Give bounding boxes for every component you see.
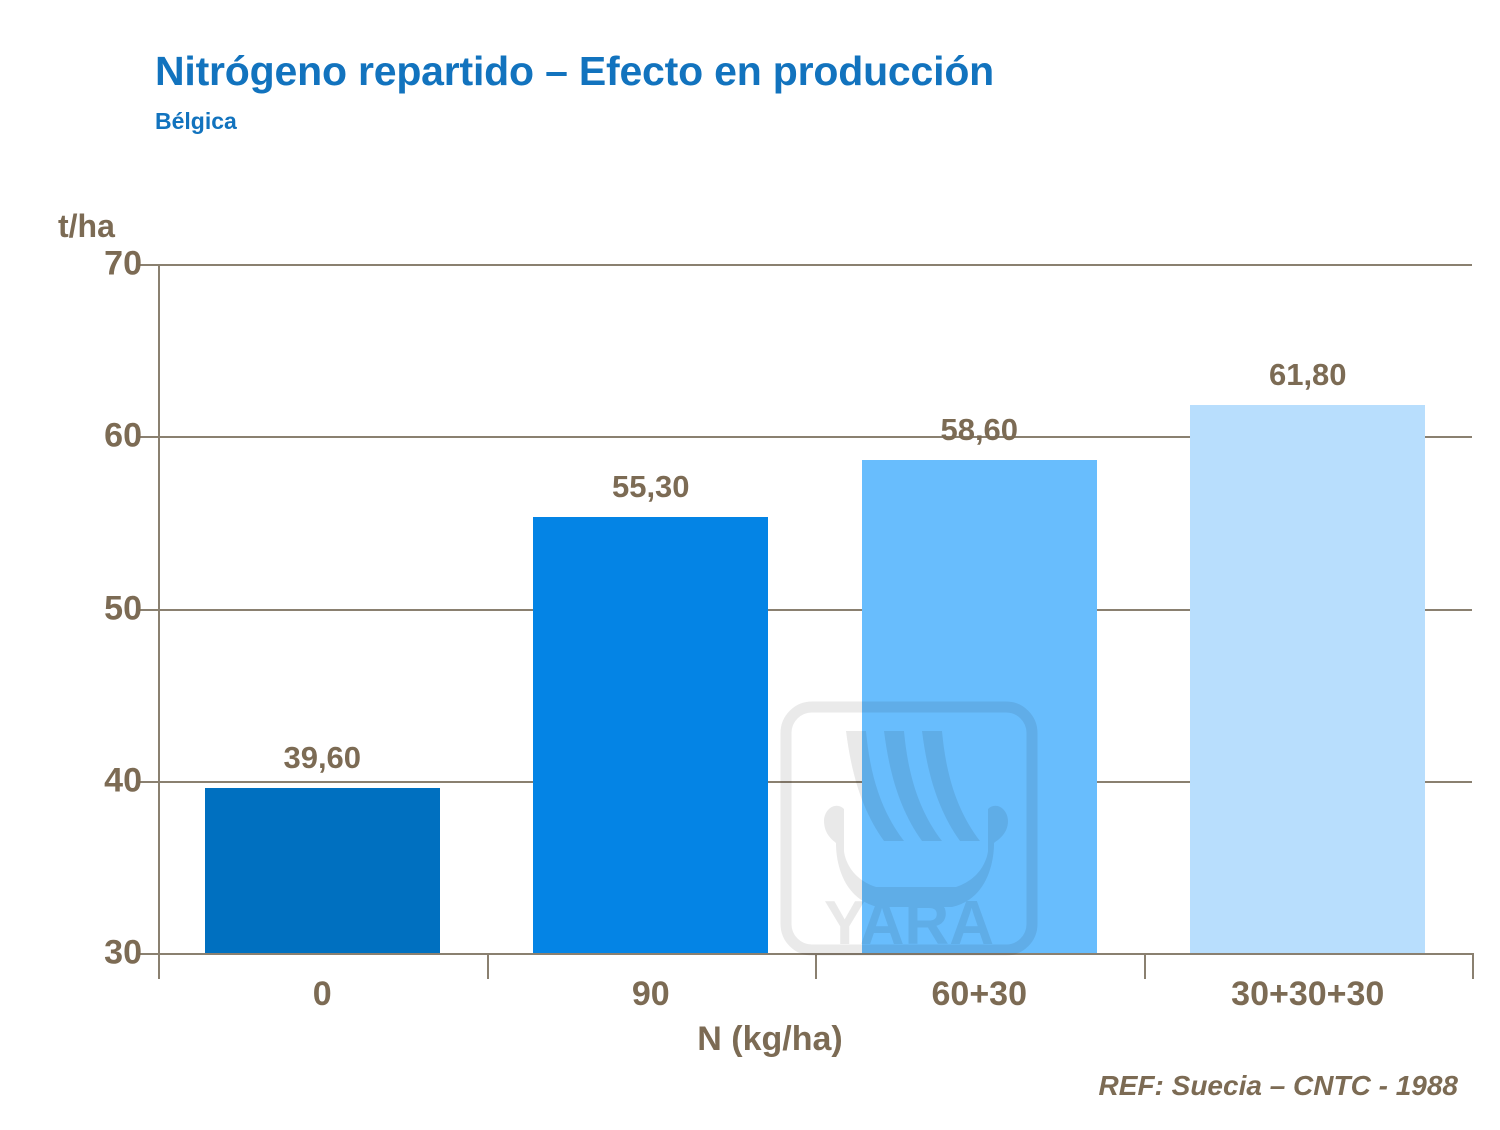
bar[interactable]: [861, 460, 1097, 953]
y-axis-tick-label: 40: [104, 761, 142, 800]
y-axis-tick: [140, 953, 158, 955]
category-divider: [158, 953, 160, 979]
gridline: [158, 608, 1472, 611]
bar-value-label: 58,60: [940, 412, 1019, 448]
y-axis-tick-label: 30: [104, 933, 142, 972]
y-axis-tick: [140, 264, 158, 266]
category-divider: [815, 953, 817, 979]
bar[interactable]: [533, 517, 769, 953]
gridline: [158, 264, 1472, 266]
y-axis-tick-label: 60: [104, 416, 142, 455]
x-axis-tick-label: 0: [312, 975, 332, 1013]
bar-value-label: 55,30: [611, 469, 690, 505]
x-axis-tick-label: 90: [631, 975, 670, 1013]
y-axis-title: t/ha: [58, 208, 115, 244]
x-axis-tick-label: 30+30+30: [1231, 975, 1385, 1013]
bar[interactable]: [204, 787, 440, 953]
x-axis-tick-label: 60+30: [931, 975, 1028, 1013]
reference-note: REF: Suecia – CNTC - 1988: [1098, 1070, 1458, 1101]
bar-value-label: 61,80: [1268, 357, 1347, 393]
category-divider: [1143, 953, 1146, 979]
y-axis-tick: [140, 608, 158, 611]
page-subtitle: Bélgica: [155, 108, 237, 134]
bar-value-label: 39,60: [283, 739, 362, 775]
bar[interactable]: [1190, 405, 1426, 953]
category-divider: [486, 953, 489, 979]
page-title: Nitrógeno repartido – Efecto en producci…: [155, 48, 995, 94]
gridline: [158, 436, 1472, 439]
y-axis-tick-label: 70: [104, 244, 142, 283]
y-axis-tick-label: 50: [104, 589, 142, 627]
chart-plot-area: 39,60 55,30 58,60 61,80 YARA: [140, 264, 1474, 979]
x-axis-title: N (kg/ha): [697, 1020, 843, 1058]
category-divider: [1472, 953, 1474, 979]
y-axis-tick: [140, 436, 158, 439]
y-axis-tick: [140, 780, 158, 783]
